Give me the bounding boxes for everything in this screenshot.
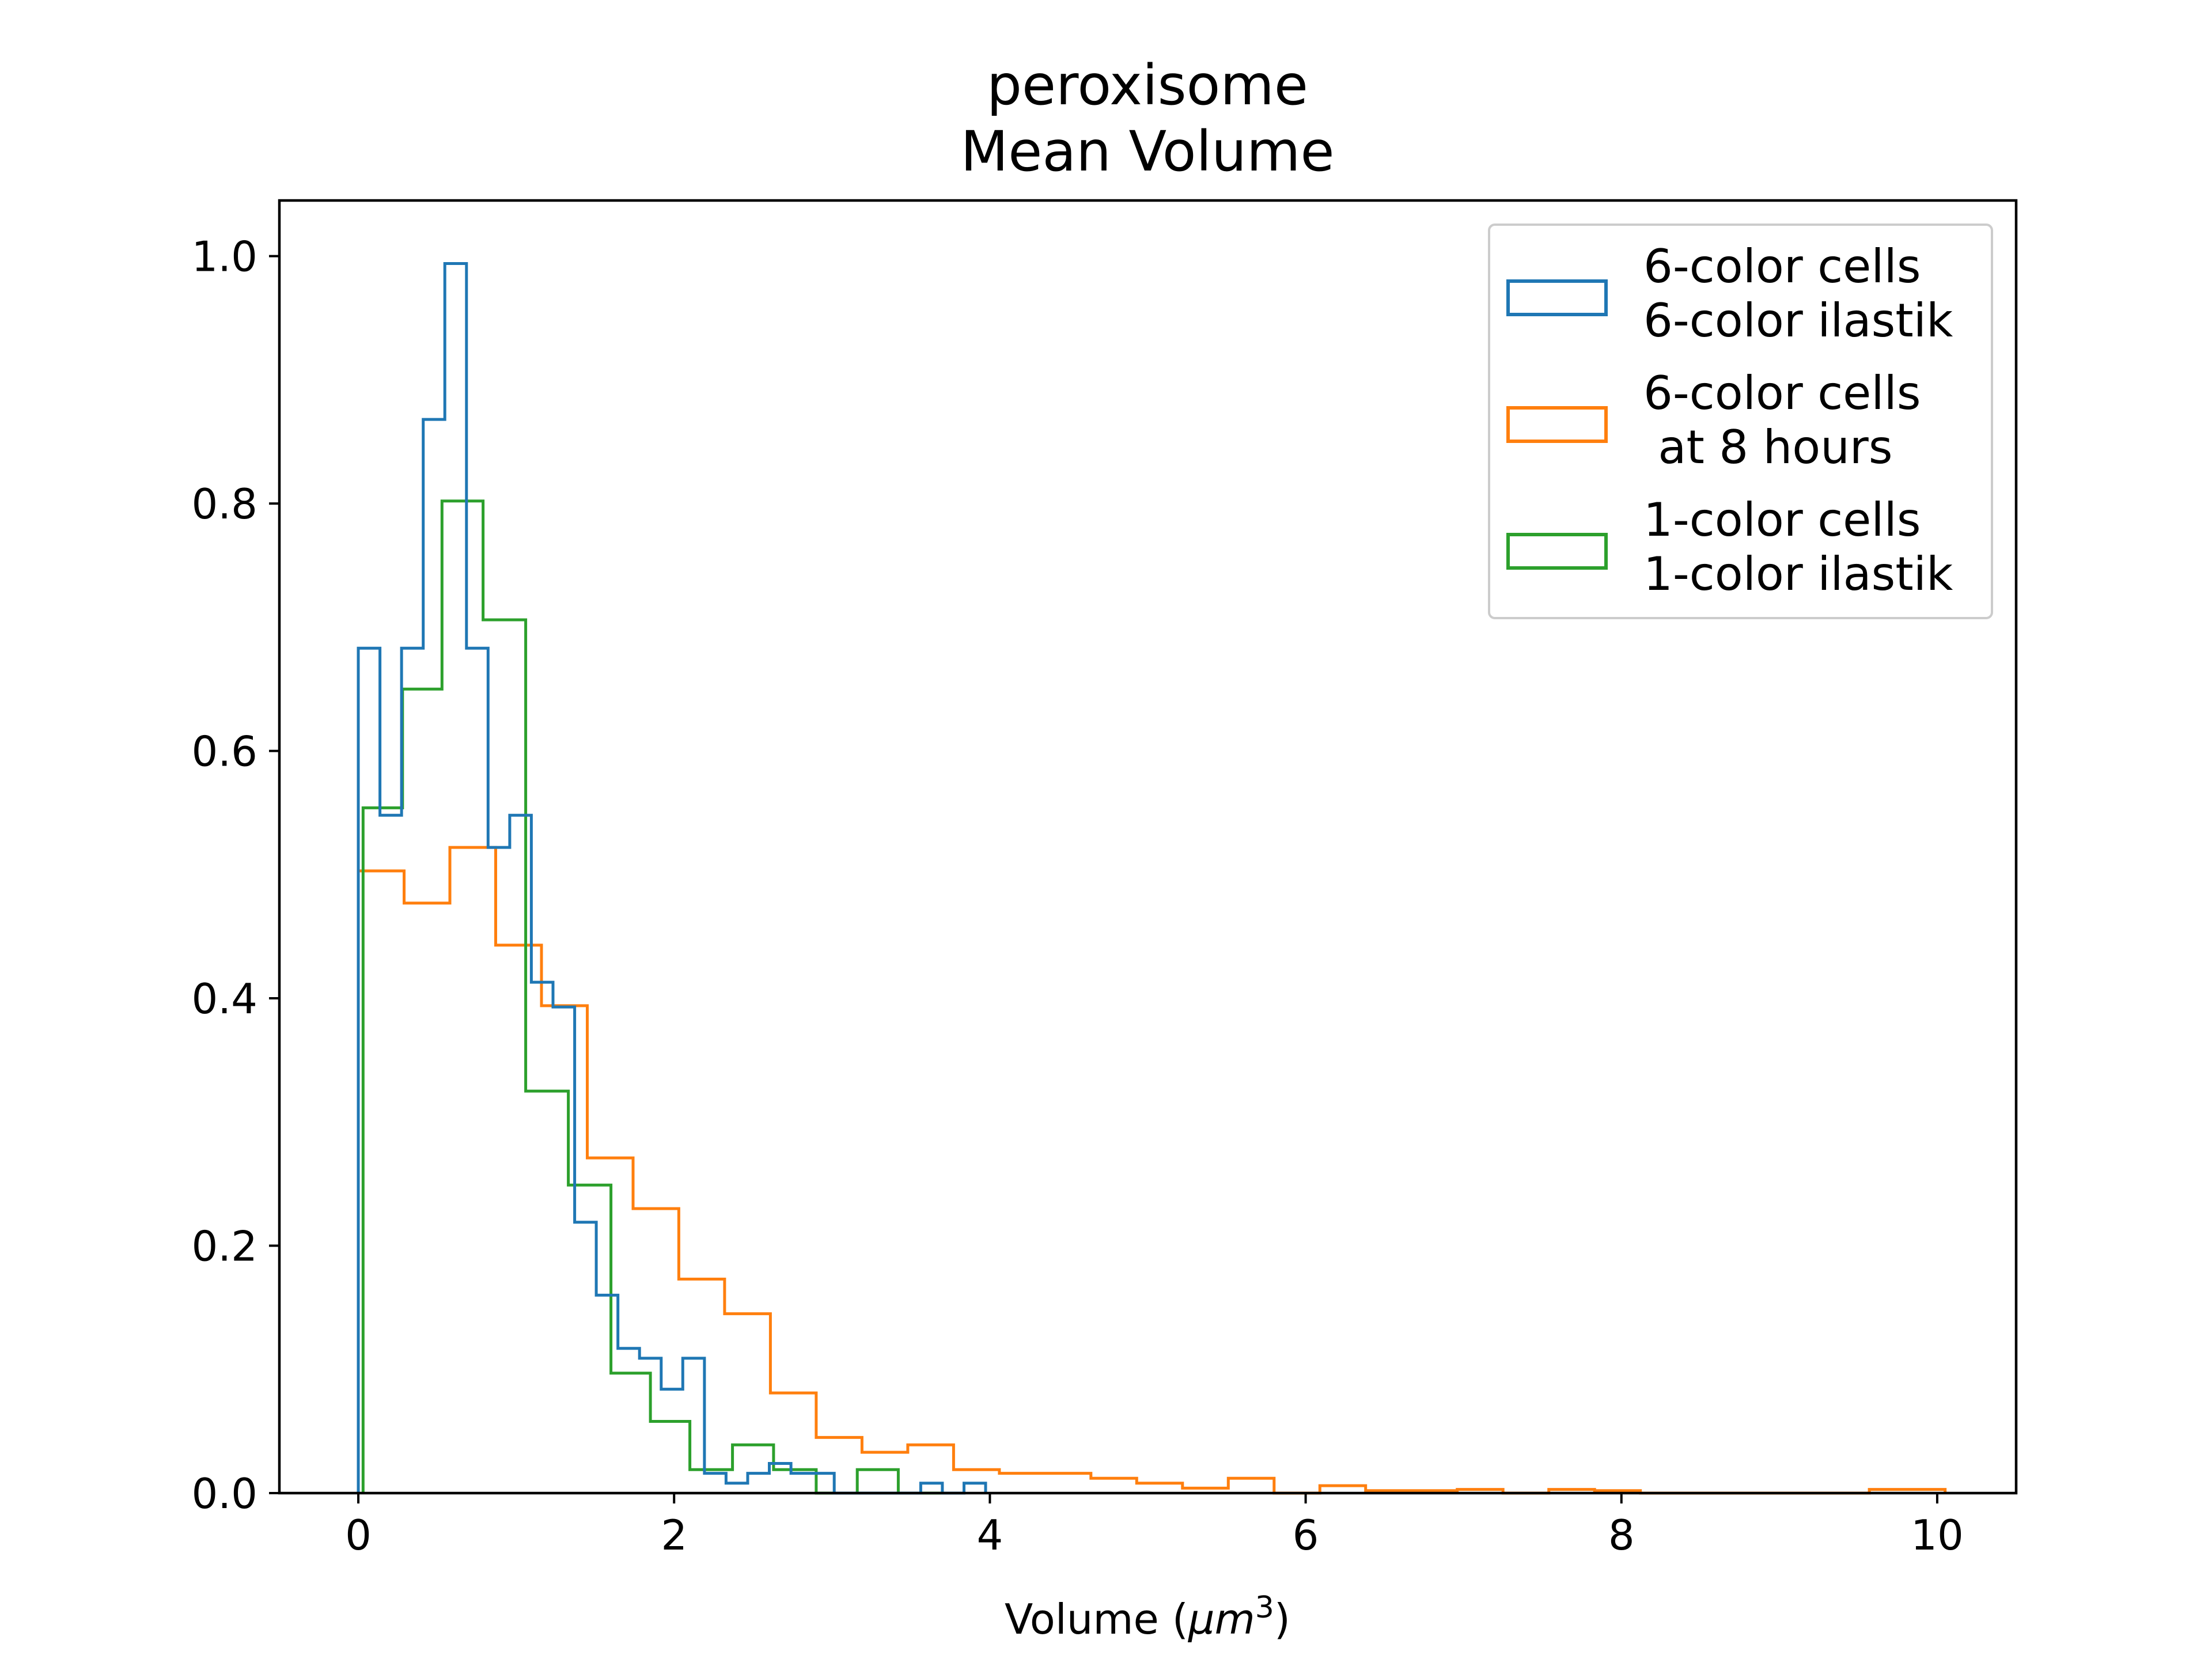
y-tick-label: 0.0 (191, 1469, 257, 1518)
y-tick-label: 0.4 (191, 975, 257, 1023)
legend: 6-color cells 6-color ilastik 6-color ce… (1488, 224, 1993, 619)
chart-title-line-1: peroxisome (987, 53, 1308, 118)
series-step-line-1 (357, 846, 1947, 1495)
x-tick-label: 2 (661, 1511, 687, 1559)
y-tick-label: 0.8 (191, 480, 257, 528)
legend-swatch-6color-ilastik (1506, 279, 1608, 316)
y-tick-label: 0.6 (191, 728, 257, 776)
legend-label-6color-ilastik-line-1: 6-color cells (1643, 240, 1921, 293)
y-tick-label: 0.2 (191, 1222, 257, 1271)
y-tick-label: 1.0 (191, 233, 257, 281)
legend-label-8hours-line-2: at 8 hours (1643, 421, 1893, 474)
x-tick-label: 4 (977, 1511, 1003, 1559)
x-tick-label: 6 (1293, 1511, 1319, 1559)
legend-frame (1488, 224, 1993, 619)
axes-frame (278, 199, 2018, 1495)
legend-label-1color-ilastik-line-1: 1-color cells (1643, 493, 1921, 547)
legend-label-8hours-line-1: 6-color cells (1643, 366, 1921, 420)
legend-swatch-8hours (1506, 406, 1608, 443)
x-tick-label: 0 (345, 1511, 372, 1559)
legend-label-1color-ilastik-line-2: 1-color ilastik (1643, 547, 1953, 601)
x-tick-label: 10 (1911, 1511, 1964, 1559)
x-axis-label-unit: μm (1188, 1595, 1255, 1643)
x-tick-label: 8 (1608, 1511, 1635, 1559)
x-axis-label-exponent: 3 (1255, 1590, 1274, 1625)
legend-label-6color-ilastik-line-2: 6-color ilastik (1643, 294, 1953, 347)
x-axis-label-close: ) (1274, 1595, 1290, 1643)
x-axis-label-text: Volume ( (1005, 1595, 1188, 1643)
axis-ticks: 0 2 4 6 8 10 0.0 0.2 0.4 0.6 0.8 1.0 (191, 233, 1963, 1559)
legend-swatch-1color-ilastik (1506, 533, 1608, 570)
x-axis-label: Volume (μm3) (1005, 1590, 1290, 1643)
chart-title-line-2: Mean Volume (960, 119, 1334, 184)
